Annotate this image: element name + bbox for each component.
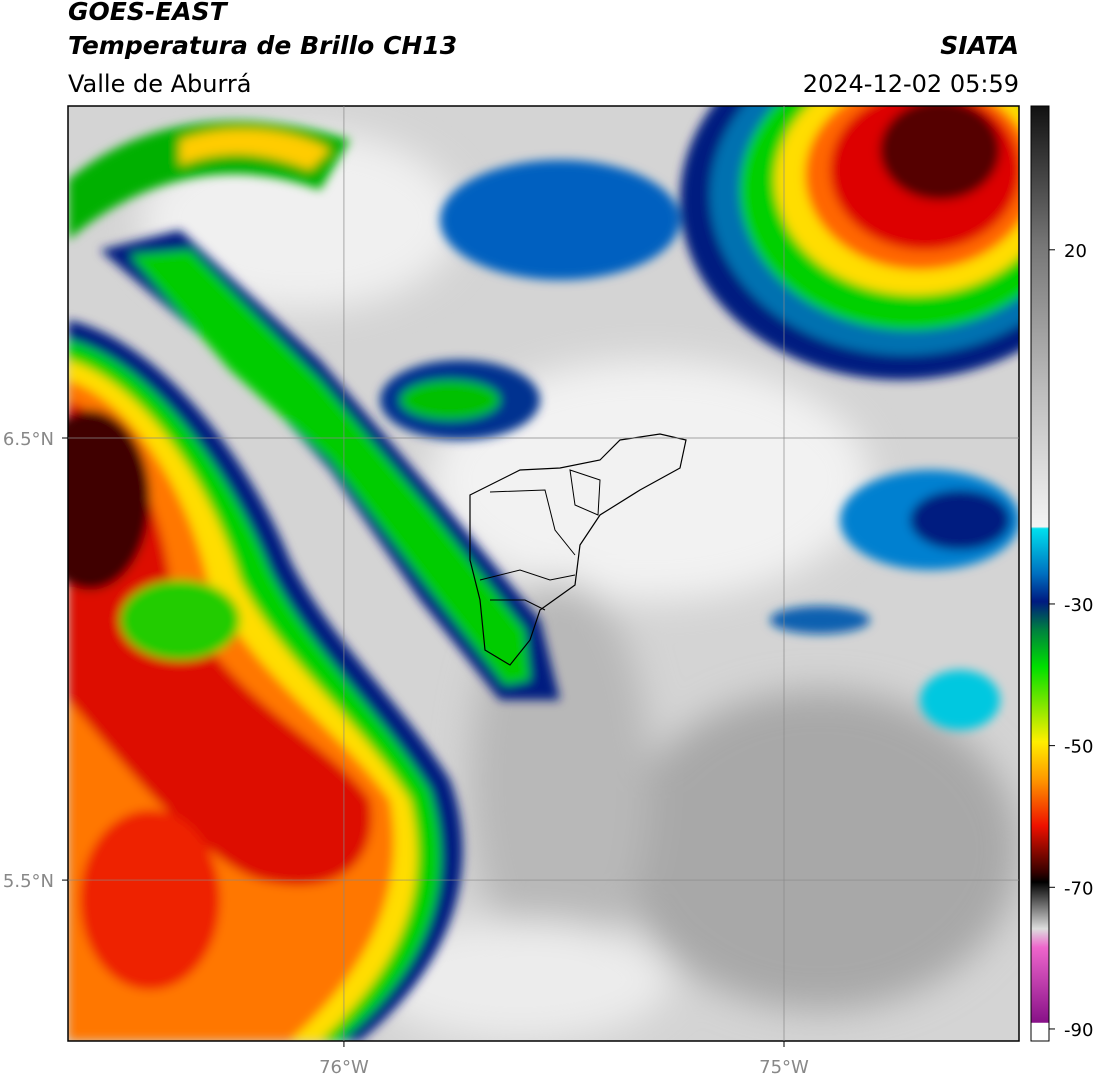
x-tick-label: 75°W: [759, 1057, 809, 1078]
title: GOES-EAST: [68, 0, 229, 26]
colorbar: [1030, 105, 1050, 1042]
colorbar-tick-label: 20: [1064, 241, 1087, 262]
colorbar-tick-label: -50: [1064, 737, 1093, 758]
region: Valle de Aburrá: [68, 70, 252, 98]
x-tick-label: 76°W: [319, 1057, 369, 1078]
datetime: 2024-12-02 05:59: [803, 70, 1019, 98]
y-tick-label: 6.5°N: [3, 429, 54, 450]
subtitle: Temperatura de Brillo CH13: [68, 31, 457, 60]
colorbar-tick-label: -70: [1064, 878, 1093, 899]
colorbar-tick-label: -30: [1064, 595, 1093, 616]
satellite-image: [68, 106, 1019, 1041]
colorbar-tick-label: -90: [1064, 1020, 1093, 1041]
y-tick-label: 5.5°N: [3, 871, 54, 892]
source: SIATA: [940, 31, 1019, 60]
map-frame: [67, 105, 1020, 1042]
